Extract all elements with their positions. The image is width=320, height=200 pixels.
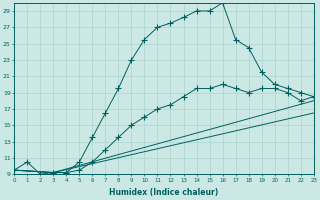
X-axis label: Humidex (Indice chaleur): Humidex (Indice chaleur) (109, 188, 219, 197)
